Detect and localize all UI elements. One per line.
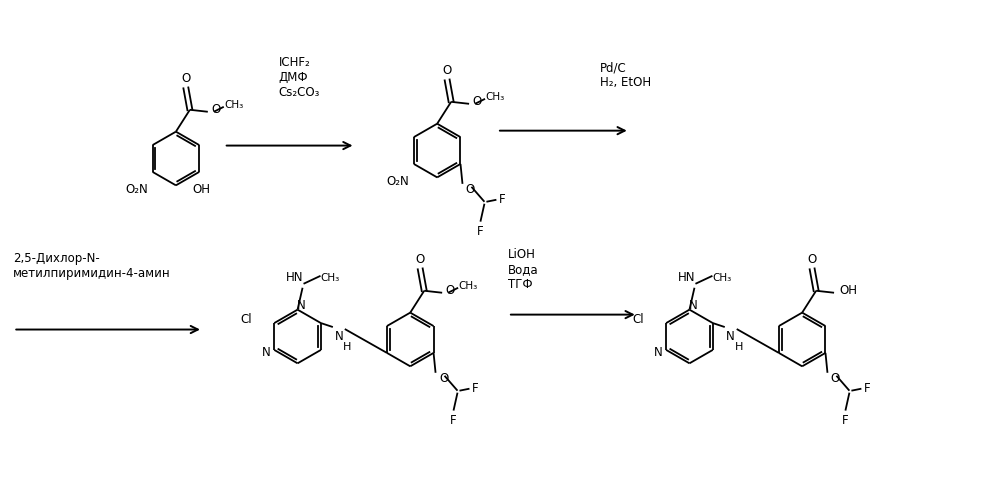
- Text: O: O: [416, 253, 425, 266]
- Text: Pd/C
H₂, EtOH: Pd/C H₂, EtOH: [600, 61, 651, 89]
- Text: F: F: [450, 414, 457, 427]
- Text: CH₃: CH₃: [485, 92, 505, 102]
- Text: O₂N: O₂N: [387, 175, 409, 188]
- Text: O: O: [181, 72, 190, 85]
- Text: O: O: [831, 372, 840, 385]
- Text: F: F: [864, 382, 871, 395]
- Text: F: F: [472, 382, 479, 395]
- Text: N: N: [297, 299, 306, 312]
- Text: CH₃: CH₃: [224, 100, 243, 110]
- Text: F: F: [499, 193, 506, 206]
- Text: 2,5-Дихлор-N-
метилпиримидин-4-амин: 2,5-Дихлор-N- метилпиримидин-4-амин: [13, 252, 171, 280]
- Text: CH₃: CH₃: [321, 273, 340, 283]
- Text: HN: HN: [678, 271, 695, 284]
- Text: OH: OH: [839, 284, 857, 297]
- Text: O: O: [446, 284, 455, 297]
- Text: N: N: [262, 347, 271, 359]
- Text: O: O: [466, 183, 475, 196]
- Text: O₂N: O₂N: [125, 183, 148, 196]
- Text: ICHF₂
ДМФ
Cs₂CO₃: ICHF₂ ДМФ Cs₂CO₃: [279, 56, 320, 99]
- Text: O: O: [443, 65, 452, 77]
- Text: LiOH
Вода
ТГФ: LiOH Вода ТГФ: [508, 248, 539, 291]
- Text: O: O: [808, 253, 817, 266]
- Text: CH₃: CH₃: [713, 273, 732, 283]
- Text: N: N: [654, 347, 663, 359]
- Text: Cl: Cl: [241, 313, 252, 325]
- Text: O: O: [472, 95, 482, 108]
- Text: F: F: [842, 414, 849, 427]
- Text: N: N: [689, 299, 698, 312]
- Text: O: O: [211, 103, 220, 116]
- Text: N: N: [726, 330, 735, 344]
- Text: F: F: [477, 225, 484, 238]
- Text: OH: OH: [192, 183, 210, 196]
- Text: O: O: [439, 372, 448, 385]
- Text: H: H: [735, 342, 743, 352]
- Text: CH₃: CH₃: [458, 281, 478, 291]
- Text: Cl: Cl: [633, 313, 644, 325]
- Text: H: H: [343, 342, 351, 352]
- Text: N: N: [334, 330, 343, 344]
- Text: HN: HN: [286, 271, 303, 284]
